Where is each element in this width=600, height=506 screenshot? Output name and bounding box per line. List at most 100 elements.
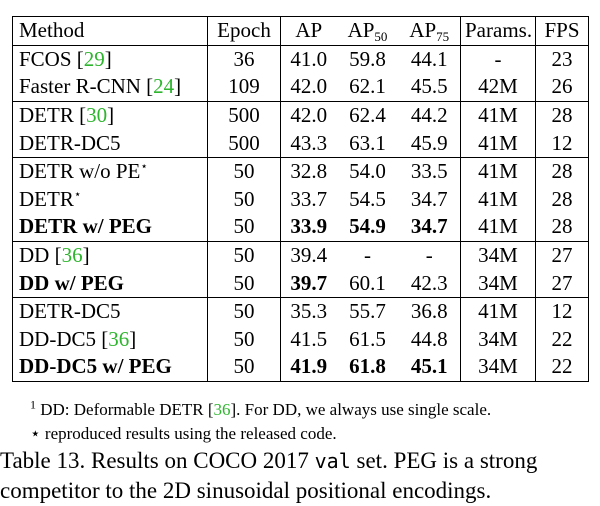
- cell-fps: 12: [535, 296, 589, 326]
- cell-ap: 41.0: [280, 44, 337, 74]
- cell-epoch: 50: [207, 185, 281, 214]
- header-fps: FPS: [535, 16, 589, 46]
- header-ap50-sub: 50: [374, 29, 388, 45]
- footnote-1: 1 DD: Deformable DETR [36]. For DD, we a…: [30, 398, 590, 422]
- results-table: Method Epoch AP AP50 AP75 Params. FPS FC…: [12, 16, 589, 382]
- caption-part1: Table 13. Results on COCO 2017: [0, 448, 315, 473]
- footnote-1-mark: 1: [30, 397, 36, 412]
- cell-method: Faster R-CNN [24]: [13, 73, 208, 101]
- cite-close: ]: [104, 46, 112, 71]
- cell-method: DETR-DC5: [12, 296, 208, 326]
- cell-ap75: 45.9: [410, 130, 448, 155]
- cell-ap75: 34.7: [410, 214, 448, 239]
- cite-open: [: [73, 103, 87, 128]
- cell-params: 41M: [460, 129, 536, 158]
- cell-ap: 39.7: [280, 269, 337, 298]
- cell-epoch: 36: [207, 44, 281, 74]
- cell-params: 41M: [460, 296, 536, 326]
- cell-epoch: 50: [207, 156, 281, 186]
- cell-ap75: 33.5: [398, 156, 461, 186]
- cell-ap: 42.0: [280, 100, 337, 130]
- cell-fps: 22: [535, 325, 589, 354]
- cell-params: 41M: [460, 213, 536, 242]
- table-body: FCOS [29] 36 41.0 59.8 44.1-23 Faster R-CNN […: [12, 44, 589, 382]
- cell-ap: 42.0: [280, 73, 337, 102]
- footnote-2-text: reproduced results using the released co…: [44, 424, 337, 443]
- cell-ap75: 45.1: [410, 354, 448, 379]
- header-ap50: AP50: [336, 16, 399, 46]
- cell-params: -: [460, 44, 536, 74]
- cell-fps: 28: [535, 213, 589, 242]
- cell-fps: 27: [535, 269, 589, 298]
- cell-method: DETR⋆: [13, 186, 208, 214]
- cell-ap50: 62.1: [349, 74, 386, 99]
- method-name: DD w/ PEG: [19, 270, 124, 295]
- table-row: DETR w/o PE⋆ 50 32.8 54.0 33.5 41M 28: [12, 156, 589, 186]
- method-star: ⋆: [73, 186, 82, 201]
- header-params: Params.: [460, 16, 536, 46]
- table-row: DD [36] 50 39.4- -34M 27: [12, 240, 589, 270]
- method-name: DETR: [19, 103, 74, 128]
- header-ap50-base: AP: [347, 18, 375, 43]
- table-row: DETR-DC5 500 43.3 63.1 45.9 41M 12: [13, 129, 589, 158]
- cite-close: ]: [82, 243, 90, 268]
- cite-open: [: [71, 46, 84, 71]
- cell-ap75: 44.8: [410, 326, 448, 351]
- cell-method: DD [36]: [12, 240, 208, 270]
- cell-ap: 35.3: [280, 296, 337, 326]
- cell-ap: 39.4: [280, 240, 337, 270]
- table-row: DD-DC5 [36] 50 41.5 61.5 44.8 34M 22: [13, 325, 589, 354]
- method-name: DETR-DC5: [19, 299, 121, 324]
- cell-fps: 12: [535, 129, 589, 158]
- cite-open: [: [140, 74, 154, 99]
- cell-epoch: 50: [207, 240, 281, 270]
- cell-fps: 26: [535, 73, 589, 102]
- cell-method: DETR w/o PE⋆: [12, 156, 208, 186]
- cell-ap50: 54.5: [349, 186, 386, 211]
- cell-epoch: 50: [207, 269, 281, 298]
- cell-ap50: 63.1: [349, 130, 386, 155]
- footnote-1-text: DD: Deformable DETR [: [40, 400, 214, 419]
- footnote-1-cite: 36: [213, 400, 231, 419]
- cell-method: DETR-DC5: [13, 129, 208, 157]
- cell-ap75: -: [398, 240, 461, 270]
- cell-method: DETR [30]: [12, 100, 208, 130]
- method-name: Faster R-CNN: [19, 74, 141, 99]
- cell-params: 34M: [460, 353, 536, 382]
- footnote-2: ⋆ reproduced results using the released …: [30, 422, 590, 446]
- cell-ap50: 61.5: [349, 326, 386, 351]
- cell-method: DD-DC5 w/ PEG: [13, 353, 208, 381]
- header-row: Method Epoch AP AP50 AP75 Params. FPS: [12, 16, 589, 46]
- cell-epoch: 50: [207, 296, 281, 326]
- method-name: DD: [19, 243, 50, 268]
- cell-ap: 43.3: [280, 129, 337, 158]
- caption-part2: set. PEG is a strong competitor to the 2…: [0, 448, 538, 503]
- cell-params: 34M: [460, 269, 536, 298]
- cite-close: ]: [129, 326, 137, 351]
- cell-params: 34M: [460, 240, 536, 270]
- cell-ap: 41.5: [280, 325, 337, 354]
- cell-params: 34M: [460, 325, 536, 354]
- cell-fps: 28: [535, 100, 589, 130]
- cell-ap50: 59.8: [336, 44, 399, 74]
- table-row: DETR-DC5 50 35.3 55.7 36.8 41M 12: [12, 296, 589, 326]
- cell-params: 41M: [460, 156, 536, 186]
- cell-epoch: 50: [207, 325, 281, 354]
- cell-params: 41M: [460, 185, 536, 214]
- cell-fps: 28: [535, 185, 589, 214]
- caption-code: val: [314, 449, 351, 473]
- cell-ap50: -: [336, 240, 399, 270]
- cell-params: 42M: [460, 73, 536, 102]
- cell-method: DD-DC5 [36]: [13, 326, 208, 354]
- cell-ap75: 44.2: [398, 100, 461, 130]
- footnotes: 1 DD: Deformable DETR [36]. For DD, we a…: [30, 398, 590, 446]
- method-cite: 24: [153, 74, 175, 99]
- header-epoch: Epoch: [207, 16, 281, 46]
- cell-epoch: 500: [207, 129, 281, 158]
- cell-epoch: 50: [207, 213, 281, 242]
- table-caption: Table 13. Results on COCO 2017 val set. …: [0, 446, 600, 506]
- table-row: DETR [30] 500 42.0 62.4 44.2 41M 28: [12, 100, 589, 130]
- footnote-1-tail: ]. For DD, we always use single scale.: [230, 400, 492, 419]
- method-name: DD-DC5 w/ PEG: [19, 354, 172, 379]
- cell-ap: 32.8: [280, 156, 337, 186]
